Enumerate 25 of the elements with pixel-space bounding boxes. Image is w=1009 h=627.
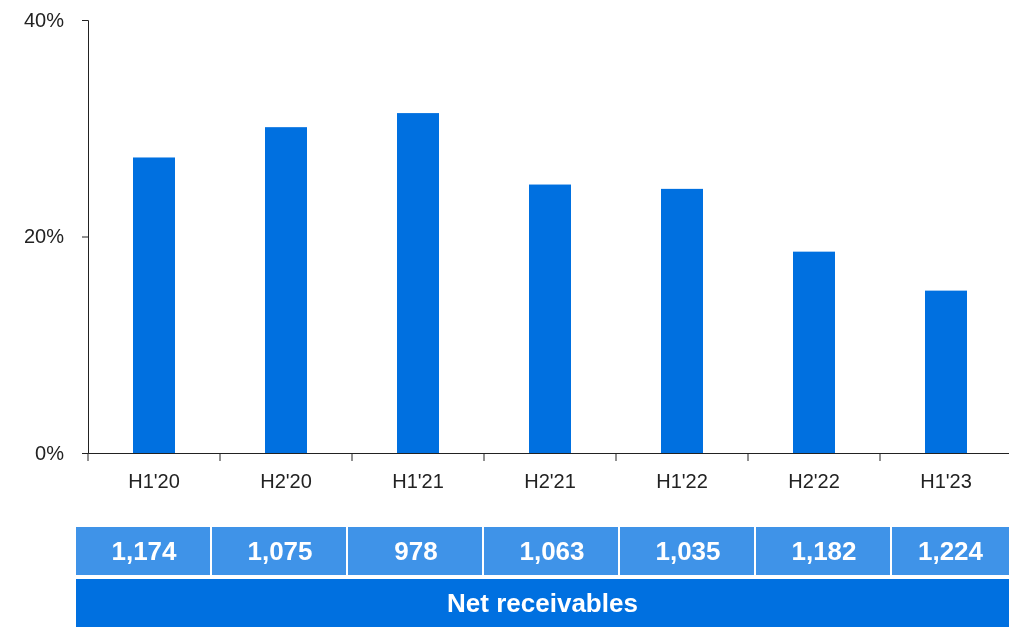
text: 978	[394, 536, 438, 566]
text: 1,174	[111, 536, 178, 566]
bar	[397, 113, 439, 453]
text: 1,075	[247, 536, 313, 566]
x-tick-label: H1'21	[392, 470, 444, 492]
bar	[661, 188, 703, 453]
text: Net receivables	[447, 588, 638, 618]
text: 1,224	[917, 536, 984, 566]
x-tick-label: H2'22	[788, 470, 840, 492]
bar	[925, 290, 967, 453]
x-tick-label: H2'21	[524, 470, 576, 492]
y-tick-label: 0%	[35, 441, 65, 464]
bar	[529, 184, 571, 453]
text: 1,063	[519, 536, 585, 566]
bar	[793, 251, 835, 453]
x-tick-label: H2'20	[260, 470, 312, 492]
text: 1,182	[791, 536, 857, 566]
y-tick-label: 20%	[23, 225, 65, 248]
bar	[133, 157, 175, 453]
y-tick-label: 40%	[23, 8, 65, 31]
x-tick-label: H1'23	[920, 470, 972, 492]
x-tick-label: H1'22	[656, 470, 708, 492]
bar	[265, 127, 307, 453]
x-tick-label: H1'20	[128, 470, 180, 492]
text: 1,035	[655, 536, 721, 566]
